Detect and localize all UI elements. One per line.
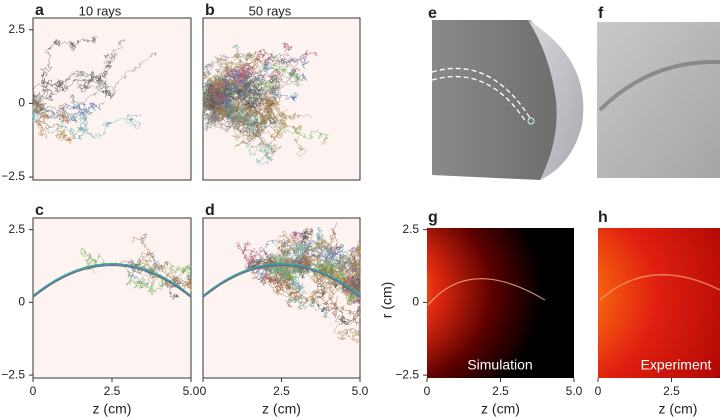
panel-label: f [598,5,604,22]
x-tick-label: 5.0 [566,384,583,398]
traces [32,36,157,144]
ray-trace [311,277,352,326]
y-tick-label: 0 [18,295,25,309]
y-tick-label: 2.5 [8,222,25,236]
ray-trace [202,82,278,125]
ray-trace [247,259,303,308]
ray-trace [202,56,302,111]
panel-label: e [428,5,437,22]
x-tick-label: 0 [30,384,37,398]
ray-trace [32,78,116,104]
ray-trace [123,255,161,286]
x-tick-label: 2.5 [104,384,121,398]
ray-trace [202,66,256,107]
guided-ray [202,264,361,298]
ray-trace [204,96,287,118]
ray-trace [236,241,270,271]
guided-ray [202,262,361,296]
y-tick-label: 0 [18,96,25,110]
ray-trace [318,240,361,273]
ray-trace [264,230,298,270]
ray-trace [32,103,92,136]
y-tick-label: 2.5 [8,22,25,36]
plot-area [32,217,192,379]
ray-trace [316,263,361,326]
ray-trace [32,100,78,144]
x-tick-label: 2.5 [663,384,680,398]
x-tick-label: 5.0 [183,384,200,398]
x-axis-label: z (cm) [659,401,698,417]
y-tick-label: 2.5 [402,222,419,236]
x-tick-label: 0 [200,384,207,398]
guided-ray [32,262,192,296]
panel-annotation: Simulation [467,357,532,373]
x-tick-label: 2.5 [273,384,290,398]
panel-label: a [35,2,44,19]
x-axis-label: z (cm) [262,401,301,417]
ray-trace [79,247,106,275]
panel-label: g [428,209,438,226]
panel-label: d [205,202,215,219]
ray-trace [309,270,361,344]
panel-label: c [35,202,44,219]
ray-trace [289,236,332,273]
ray-trace [204,100,261,137]
y-tick-label: 0 [412,295,419,309]
x-axis-label: z (cm) [93,401,132,417]
guided-ray [32,264,192,298]
ray-trace [152,264,192,280]
panel-annotation: Experiment [641,357,712,373]
block-render [431,20,584,180]
ray-trace [34,36,97,106]
x-tick-label: 0 [424,384,431,398]
ray-trace [32,53,118,107]
ray-trace [34,101,105,124]
photo [597,22,720,178]
y-axis-label: r (cm) [379,282,395,319]
ray-trace [289,260,359,304]
x-tick-label: 5.0 [352,384,369,398]
heatmap-experiment [598,228,720,378]
ray-trace [163,274,192,293]
traces [202,222,361,344]
ray-trace [204,102,313,141]
heatmap-simulation [427,228,574,378]
guided-ray [32,263,192,297]
ray-trace [202,94,258,132]
panel-label: h [598,209,608,226]
ray-trace [204,79,270,142]
ray-trace [137,260,192,290]
y-tick-label: −2.5 [395,367,419,381]
ray-trace [291,243,314,275]
traces [202,42,329,165]
ray-trace [202,53,309,113]
panel-label: b [205,2,215,19]
ray-trace [268,263,330,319]
y-tick-label: −2.5 [1,169,25,183]
x-axis-label: z (cm) [481,401,520,417]
y-tick-label: −2.5 [1,367,25,381]
ray-trace [308,252,360,280]
ray-trace [34,39,125,106]
guided-ray [202,263,361,297]
panel-title: 10 rays [79,3,122,18]
traces [32,233,192,300]
ray-trace [264,265,325,305]
panel-title: 50 rays [249,3,292,18]
x-tick-label: 2.5 [492,384,509,398]
x-tick-label: 0 [595,384,602,398]
